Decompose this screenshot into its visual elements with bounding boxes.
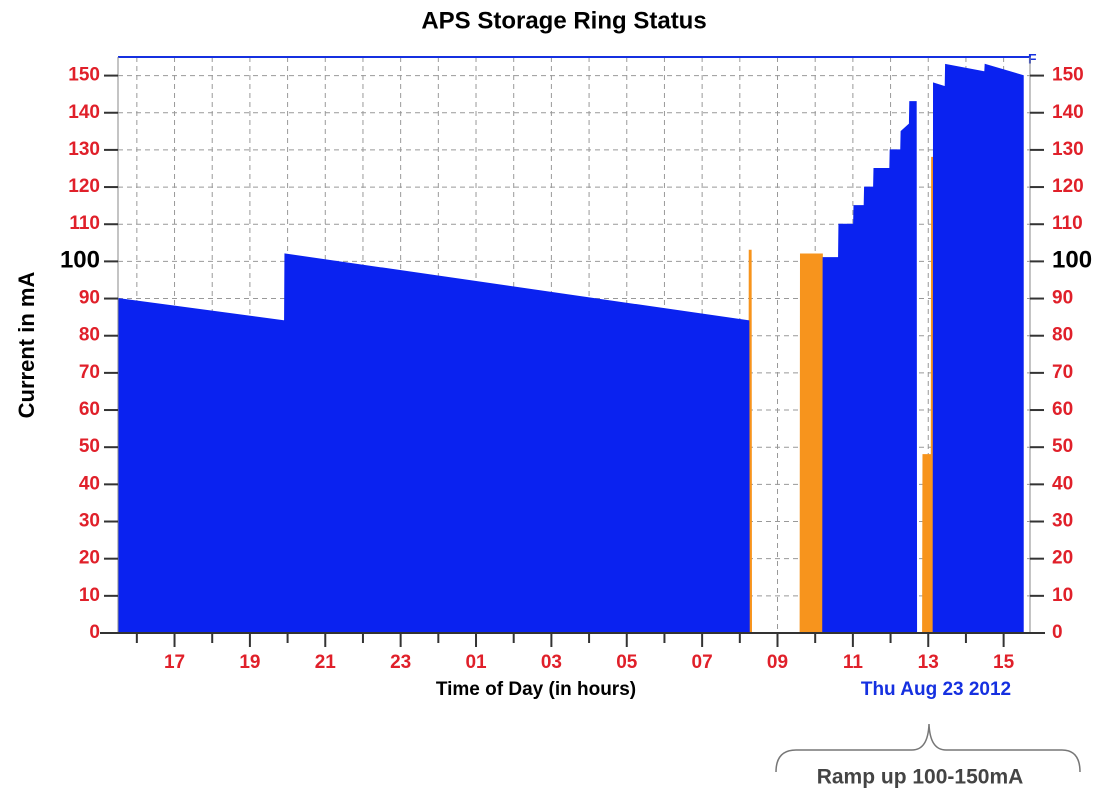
y2-tick-label: 150 — [1052, 65, 1084, 86]
annotation-bracket — [775, 723, 1081, 773]
x-tick-label: 23 — [390, 652, 411, 673]
chart-title: APS Storage Ring Status — [421, 7, 706, 34]
corner-label: F — [1028, 51, 1037, 67]
y-tick-label: 20 — [79, 548, 100, 569]
x-tick-label: 21 — [315, 652, 337, 673]
y-axis-label: Current in mA — [14, 272, 39, 419]
y-tick-label: 130 — [68, 139, 100, 160]
y-tick-label: 110 — [69, 213, 100, 234]
y2-tick-label: 100 — [1052, 247, 1092, 274]
x-tick-label: 15 — [993, 652, 1015, 673]
y2-tick-label: 90 — [1052, 288, 1073, 309]
x-tick-label: 11 — [843, 652, 864, 673]
x-axis-label: Time of Day (in hours) — [436, 679, 636, 700]
y2-tick-label: 80 — [1052, 325, 1073, 346]
y-tick-label: 70 — [79, 362, 100, 383]
y-tick-label: 30 — [79, 511, 100, 532]
x-tick-label: 03 — [541, 652, 562, 673]
y-tick-label: 10 — [79, 585, 100, 606]
y-tick-label: 150 — [68, 65, 100, 86]
y2-tick-label: 130 — [1052, 139, 1084, 160]
y-tick-label: 50 — [79, 436, 100, 457]
y-tick-label: 100 — [60, 247, 100, 274]
y2-tick-label: 110 — [1052, 213, 1083, 234]
y2-tick-label: 120 — [1052, 176, 1084, 197]
y2-tick-label: 20 — [1052, 548, 1073, 569]
y-tick-label: 40 — [79, 473, 100, 494]
annotation: Ramp up 100-150mA — [817, 766, 1024, 789]
y2-tick-label: 70 — [1052, 362, 1073, 383]
y-tick-label: 0 — [89, 622, 100, 643]
x-tick-label: 17 — [164, 652, 185, 673]
y-tick-label: 80 — [79, 325, 100, 346]
date-label: Thu Aug 23 2012 — [861, 679, 1011, 700]
x-tick-label: 05 — [616, 652, 638, 673]
x-tick-label: 09 — [767, 652, 788, 673]
x-tick-label: 19 — [239, 652, 260, 673]
y2-tick-label: 30 — [1052, 511, 1073, 532]
y-tick-label: 120 — [68, 176, 100, 197]
x-tick-label: 01 — [465, 652, 487, 673]
y-tick-label: 60 — [79, 399, 100, 420]
y-tick-label: 140 — [68, 102, 100, 123]
y2-tick-label: 60 — [1052, 399, 1073, 420]
y2-tick-label: 140 — [1052, 102, 1084, 123]
x-tick-label: 13 — [918, 652, 939, 673]
y2-tick-label: 50 — [1052, 436, 1073, 457]
x-tick-label: 07 — [692, 652, 713, 673]
y2-tick-label: 40 — [1052, 473, 1073, 494]
y2-tick-label: 0 — [1052, 622, 1063, 643]
y-tick-label: 90 — [79, 288, 100, 309]
y2-tick-label: 10 — [1052, 585, 1073, 606]
